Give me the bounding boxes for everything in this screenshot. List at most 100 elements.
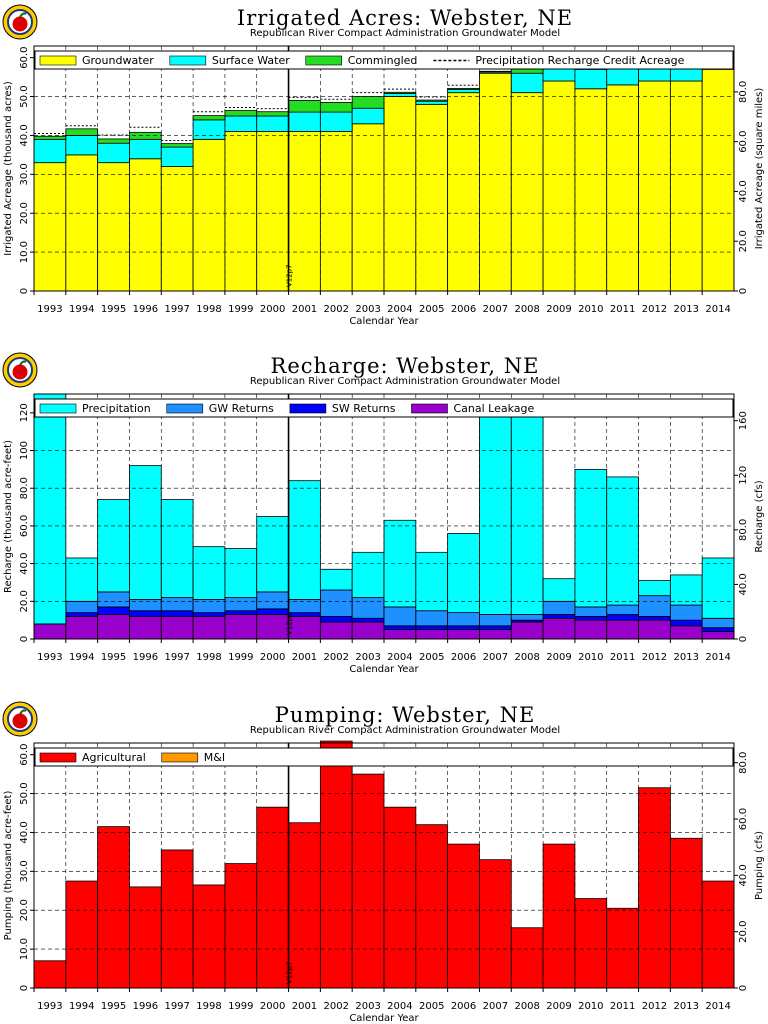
x-tick-label: 1997 — [164, 304, 189, 315]
y-tick-label: 20.0 — [19, 202, 30, 224]
bar-groundwater-1997 — [160, 166, 194, 292]
y-axis-label: Pumping (thousand acre-feet) — [3, 791, 14, 941]
bar-surface-water-1999 — [224, 115, 258, 132]
apple-icon — [12, 364, 28, 380]
bar-commingled-1993 — [33, 135, 67, 140]
bar-sw-returns-1999 — [224, 610, 258, 615]
bar-precipitation-1999 — [224, 548, 258, 598]
bar-canal-leakage-1995 — [97, 614, 130, 640]
bar-surface-water-2006 — [447, 89, 480, 94]
x-tick-label: 2004 — [387, 304, 412, 315]
bar-commingled-1995 — [97, 138, 130, 144]
bar-sw-returns-2005 — [415, 625, 449, 630]
y-tick-label: 10.0 — [19, 241, 30, 263]
y2-tick-label: 80.0 — [738, 519, 749, 541]
y2-tick-label: 40.0 — [738, 180, 749, 202]
bar-canal-leakage-1997 — [160, 615, 194, 640]
x-tick-label: 1998 — [196, 652, 221, 663]
bar-gw-returns-1994 — [65, 600, 99, 614]
bar-canal-leakage-2007 — [479, 629, 512, 640]
bar-groundwater-1993 — [33, 162, 67, 292]
x-tick-label: 1998 — [196, 304, 221, 315]
x-tick-label: 1996 — [133, 652, 158, 663]
x-axis-label: Calendar Year — [349, 664, 419, 675]
bar-gw-returns-1995 — [97, 591, 130, 608]
legend-box — [34, 50, 734, 70]
x-tick-label: 2003 — [355, 304, 380, 315]
bar-gw-returns-2006 — [447, 612, 480, 627]
bar-surface-water-2008 — [510, 72, 544, 94]
x-tick-label: 2006 — [451, 1001, 476, 1012]
bar-canal-leakage-1998 — [192, 615, 226, 640]
bar-agricultural-1996 — [129, 886, 162, 989]
bar-gw-returns-2014 — [701, 617, 735, 629]
x-tick-label: 2014 — [705, 1001, 730, 1012]
legend-label: Precipitation — [82, 402, 151, 415]
x-tick-label: 1996 — [133, 304, 158, 315]
x-tick-label: 2009 — [546, 652, 571, 663]
bar-precipitation-2003 — [351, 551, 385, 598]
x-tick-label: 2003 — [355, 652, 380, 663]
bar-sw-returns-2006 — [447, 625, 480, 630]
bar-sw-returns-2010 — [574, 615, 608, 621]
legend-swatch — [305, 55, 343, 66]
bar-commingled-2007 — [479, 70, 512, 73]
bar-commingled-1996 — [129, 131, 162, 140]
y2-tick-label: 20.0 — [738, 230, 749, 252]
bar-commingled-2000 — [256, 111, 289, 117]
apple-leaf-icon — [19, 12, 27, 18]
legend-label: M&I — [204, 751, 225, 764]
bar-surface-water-1993 — [33, 138, 67, 164]
bar-canal-leakage-1994 — [65, 615, 99, 640]
x-axis-label: Calendar Year — [349, 1013, 419, 1024]
y2-tick-label: 60.0 — [738, 131, 749, 153]
bar-surface-water-2000 — [256, 115, 289, 132]
x-tick-label: 2009 — [546, 1001, 571, 1012]
bar-groundwater-1995 — [97, 162, 130, 292]
bar-groundwater-2010 — [574, 88, 608, 292]
bar-gw-returns-2013 — [669, 604, 703, 621]
bar-commingled-1997 — [160, 143, 194, 148]
bar-groundwater-1999 — [224, 131, 258, 292]
bar-agricultural-2013 — [669, 837, 703, 989]
y2-tick-label: 0 — [738, 288, 749, 294]
bar-surface-water-1995 — [97, 142, 130, 164]
bar-sw-returns-1995 — [97, 606, 130, 615]
y-tick-label: 100 — [19, 441, 30, 460]
y-tick-label: 40.0 — [19, 552, 30, 574]
bar-groundwater-2012 — [638, 80, 671, 292]
bar-sw-returns-2011 — [606, 614, 639, 621]
bar-gw-returns-1999 — [224, 597, 258, 612]
x-tick-label: 2006 — [451, 304, 476, 315]
bar-groundwater-2013 — [669, 80, 703, 292]
y2-axis-label: Pumping (cfs) — [754, 831, 765, 900]
bar-precipitation-2008 — [510, 412, 544, 615]
y-tick-label: 60.0 — [19, 515, 30, 537]
x-tick-label: 2010 — [578, 652, 603, 663]
bar-groundwater-2008 — [510, 92, 544, 292]
x-tick-label: 2008 — [514, 1001, 539, 1012]
legend-swatch — [289, 403, 327, 414]
bar-groundwater-2003 — [351, 123, 385, 292]
bar-precipitation-2000 — [256, 516, 289, 593]
bar-surface-water-1998 — [192, 119, 226, 140]
x-tick-label: 1997 — [164, 1001, 189, 1012]
x-tick-label: 2007 — [483, 304, 508, 315]
bar-groundwater-2011 — [606, 84, 639, 292]
bar-agricultural-2006 — [447, 843, 480, 989]
legend-label: Commingled — [348, 54, 418, 67]
bar-precipitation-1995 — [97, 499, 130, 593]
bar-commingled-1999 — [224, 110, 258, 117]
chart-subtitle: Republican River Compact Administration … — [250, 725, 560, 736]
y-tick-label: 50.0 — [19, 85, 30, 107]
y2-tick-label: 160 — [738, 411, 749, 430]
x-tick-label: 2006 — [451, 652, 476, 663]
bar-sw-returns-2012 — [638, 615, 671, 621]
x-tick-label: 1998 — [196, 1001, 221, 1012]
legend-label: Precipitation Recharge Credit Acreage — [475, 54, 684, 67]
legend-box — [34, 747, 734, 767]
bar-agricultural-2003 — [351, 773, 385, 989]
bar-groundwater-1996 — [129, 158, 162, 292]
y-tick-label: 60.0 — [19, 47, 30, 69]
bar-surface-water-1994 — [65, 135, 99, 156]
